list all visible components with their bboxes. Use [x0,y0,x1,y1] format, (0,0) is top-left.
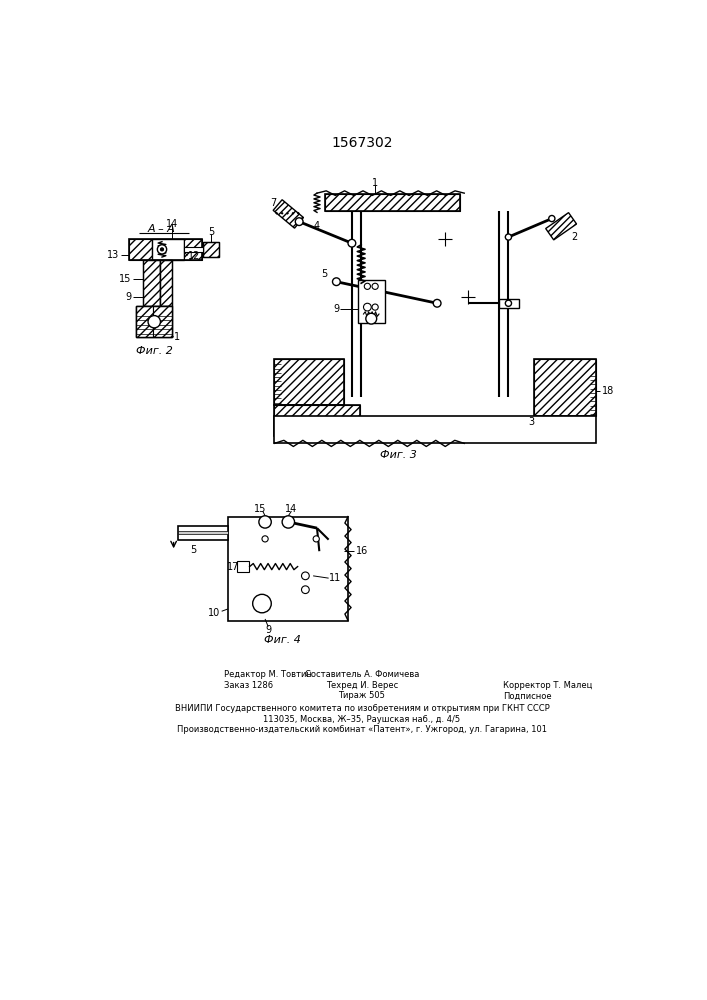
Text: 15: 15 [255,504,267,514]
Text: Подписное: Подписное [503,691,551,700]
Circle shape [506,300,512,306]
Circle shape [372,304,378,310]
Text: 5: 5 [322,269,328,279]
Text: Фиг. 2: Фиг. 2 [136,346,173,356]
Text: 5: 5 [190,545,196,555]
Bar [177,531,228,534]
Circle shape [433,299,441,307]
Bar [274,416,596,443]
Circle shape [364,283,370,289]
Bar [185,247,203,252]
Text: Корректор Т. Малец: Корректор Т. Малец [503,681,592,690]
Bar [237,561,249,572]
Text: 12: 12 [187,251,200,261]
Text: 113035, Москва, Ж–35, Раушская наб., д. 4/5: 113035, Москва, Ж–35, Раушская наб., д. … [264,715,460,724]
Text: Фиг. 3: Фиг. 3 [380,450,417,460]
Bar [228,517,348,620]
Circle shape [160,248,163,251]
Bar [160,260,172,306]
Text: ВНИИПИ Государственного комитета по изобретениям и открытиям при ГКНТ СССР: ВНИИПИ Государственного комитета по изоб… [175,704,549,713]
Circle shape [296,218,303,225]
Circle shape [348,239,356,247]
Circle shape [332,278,340,286]
Text: 17: 17 [227,562,240,572]
Bar [143,260,160,306]
Bar [274,405,360,436]
Bar [534,359,596,416]
Circle shape [372,283,378,289]
Text: Составитель А. Фомичева: Составитель А. Фомичева [305,670,419,679]
Text: 3: 3 [528,417,534,427]
Bar [153,306,172,337]
Bar [136,306,172,337]
Text: 7: 7 [269,198,276,208]
Bar [177,526,228,540]
Text: 11: 11 [329,573,341,583]
Text: 1: 1 [372,178,378,188]
Text: Производственно-издательский комбинат «Патент», г. Ужгород, ул. Гагарина, 101: Производственно-издательский комбинат «П… [177,725,547,734]
Circle shape [549,215,555,222]
Bar [143,260,160,306]
Bar [325,194,460,211]
Text: 13: 13 [107,250,119,260]
Circle shape [148,316,160,328]
Circle shape [259,516,271,528]
Circle shape [158,245,167,254]
Text: Тираж 505: Тираж 505 [339,691,385,700]
Text: 14: 14 [286,504,298,514]
Text: 16: 16 [356,546,368,556]
Bar [203,242,218,257]
Bar [325,194,460,211]
Text: 4: 4 [314,221,320,231]
Circle shape [301,586,309,594]
Text: 1567302: 1567302 [331,136,392,150]
Text: 5: 5 [208,227,214,237]
Bar [274,359,344,405]
Bar [274,405,360,436]
Text: 18: 18 [602,386,614,396]
Text: 9: 9 [333,304,339,314]
Circle shape [506,234,512,240]
Text: Заказ 1286: Заказ 1286 [224,681,273,690]
Circle shape [363,303,371,311]
Circle shape [366,313,377,324]
Bar [546,213,576,240]
Text: А – А: А – А [148,224,176,234]
Bar [129,239,152,260]
Text: 14: 14 [166,219,178,229]
Text: 10: 10 [208,608,220,618]
Text: 2: 2 [571,232,578,242]
Bar [203,242,218,257]
Text: 1: 1 [174,332,180,342]
Text: Фиг. 4: Фиг. 4 [264,635,300,645]
Bar [499,299,518,308]
Circle shape [313,536,320,542]
Circle shape [301,572,309,580]
Circle shape [282,516,295,528]
Text: Редактор М. Товтин: Редактор М. Товтин [224,670,312,679]
Text: 9: 9 [265,625,271,635]
Bar [129,239,201,260]
Bar [160,260,172,306]
Bar [136,306,172,337]
Bar [152,239,185,260]
Circle shape [262,536,268,542]
Bar [136,306,153,337]
Bar [274,359,344,405]
Text: 9: 9 [125,292,131,302]
Bar [185,239,201,260]
Text: 15: 15 [119,274,131,284]
Text: Техред И. Верес: Техред И. Верес [326,681,398,690]
Bar [273,200,303,228]
Circle shape [252,594,271,613]
Bar [534,359,596,416]
Bar [358,280,385,323]
